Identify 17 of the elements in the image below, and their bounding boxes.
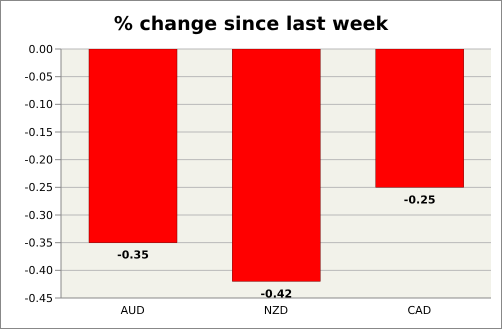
data-label: -0.42 (260, 287, 292, 300)
y-tick-label: -0.15 (24, 126, 53, 139)
y-tick-label: -0.10 (24, 98, 53, 112)
data-label: -0.25 (404, 193, 436, 206)
y-tick-label: -0.05 (24, 70, 53, 84)
chart-title: % change since last week (112, 12, 390, 37)
y-tick-label: -0.25 (24, 181, 53, 194)
y-tick-label: 0.00 (28, 42, 53, 56)
y-tick-label: -0.40 (24, 264, 53, 278)
y-tick-label: -0.35 (24, 236, 53, 250)
x-tick-label: AUD (120, 304, 145, 317)
data-label: -0.35 (117, 248, 149, 262)
x-tick-label: CAD (407, 304, 432, 317)
y-tick-label: -0.45 (24, 292, 53, 305)
y-tick-label: -0.20 (24, 154, 53, 167)
x-tick-label: NZD (264, 304, 288, 317)
y-tick-label: -0.30 (24, 208, 53, 222)
